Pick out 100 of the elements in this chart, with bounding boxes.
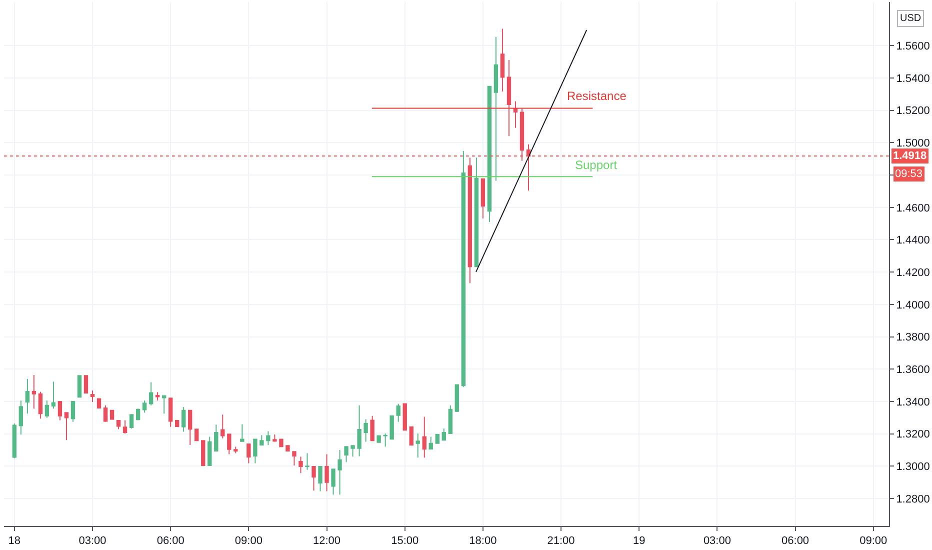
candlestick: [494, 36, 498, 182]
candlestick: [487, 86, 492, 222]
y-tick-label: 1.3600: [896, 364, 930, 376]
candlestick: [318, 466, 322, 492]
candlestick: [390, 415, 394, 440]
candlestick: [266, 430, 270, 446]
candlestick: [116, 420, 121, 430]
y-tick-label: 1.3200: [896, 428, 930, 441]
candlestick: [409, 426, 414, 446]
y-tick-label: 1.2800: [896, 493, 930, 506]
candlestick: [96, 398, 102, 408]
candlestick: [110, 410, 114, 420]
candlestick: [32, 374, 36, 410]
candlestick: [44, 400, 50, 418]
candlestick: [402, 403, 407, 431]
candlestick: [292, 451, 296, 466]
ref-line-label: 1.4918: [893, 150, 927, 162]
candlestick: [194, 428, 199, 442]
candlestick: [234, 446, 238, 454]
candlestick: [18, 400, 24, 435]
candlestick: [338, 449, 342, 496]
candlestick: [208, 436, 212, 466]
candlestick: [480, 178, 486, 220]
candlestick: [344, 446, 348, 463]
candlestick: [38, 391, 43, 420]
candlestick: [286, 445, 290, 452]
candlestick: [376, 435, 381, 443]
candlestick: [513, 100, 518, 128]
candlestick: [331, 468, 336, 496]
text: 09:53: [895, 168, 923, 180]
candlestick: [201, 440, 206, 466]
candlestick: [58, 400, 62, 421]
candlestick: [70, 400, 76, 422]
candlestick: [416, 432, 420, 458]
candlestick: [279, 438, 284, 448]
candlestick: [383, 432, 388, 448]
y-tick-label: 1.5000: [896, 138, 930, 150]
candlestick: [350, 445, 355, 458]
y-tick-label: 1.3000: [896, 461, 930, 474]
candlestick: [220, 414, 225, 439]
y-tick-label: 1.3400: [896, 396, 930, 408]
candlestick: [442, 428, 446, 441]
candlestick: [305, 452, 310, 470]
candlestick: [90, 390, 95, 402]
candlestick: [122, 420, 128, 434]
candlestick: [51, 381, 56, 410]
candlestick: [84, 375, 88, 394]
candlestick: [474, 157, 479, 268]
series-label: Resistance: [567, 89, 627, 103]
candlestick: [246, 444, 251, 464]
candlestick: [435, 434, 440, 444]
candlestick: [175, 420, 180, 428]
candlestick: [227, 434, 232, 455]
candlestick: [454, 384, 460, 412]
y-tick-label: 1.4600: [896, 202, 930, 214]
x-tick-label: 18: [8, 535, 21, 548]
candlestick: [214, 424, 218, 452]
x-tick-label: 06:00: [156, 535, 184, 548]
candlestick: [182, 406, 186, 432]
candlestick: [357, 404, 362, 457]
candlestick: [298, 456, 303, 474]
candlestick: [272, 434, 277, 442]
candlestick: [253, 438, 258, 464]
candlestick: [468, 157, 472, 284]
candlestick: [312, 466, 316, 492]
y-tick-label: 1.4400: [896, 234, 930, 247]
series-label: Support: [575, 158, 618, 172]
x-tick-label: 03:00: [703, 535, 731, 548]
candlestick: [428, 436, 433, 450]
x-tick-label: 09:00: [860, 535, 888, 548]
candlestick: [12, 422, 17, 459]
candlestick: [103, 404, 108, 422]
x-tick-label: 03:00: [78, 535, 106, 548]
y-tick-label: 1.4000: [896, 299, 930, 312]
x-tick-label: 21:00: [547, 535, 575, 548]
candlestick: [500, 28, 505, 92]
candlestick: [129, 414, 134, 429]
candlestick: [155, 392, 160, 401]
x-tick-label: 09:00: [234, 535, 262, 548]
candlestick: [148, 382, 154, 406]
candlestick: [422, 416, 426, 458]
y-tick-label: 1.5600: [896, 40, 930, 53]
x-tick-label: 18:00: [469, 535, 497, 548]
candlestick: [25, 378, 30, 414]
candlestick: [188, 410, 192, 446]
y-tick-label: 1.5200: [896, 105, 930, 118]
candlestick: [461, 150, 466, 388]
y-tick-label: 1.5400: [896, 72, 930, 85]
candlestick: [396, 403, 400, 422]
candlestick: [370, 415, 374, 442]
candlestick: [364, 418, 368, 442]
x-tick-label: 15:00: [391, 535, 419, 548]
candlestick: [240, 424, 244, 442]
x-tick-label: 06:00: [782, 535, 810, 548]
x-tick-label: 19: [632, 535, 646, 548]
y-tick-label: 1.3800: [896, 332, 930, 344]
candlestick: [142, 400, 147, 414]
candlestick: [77, 375, 82, 398]
candlestick: [136, 408, 140, 421]
candlestick: [324, 454, 329, 492]
